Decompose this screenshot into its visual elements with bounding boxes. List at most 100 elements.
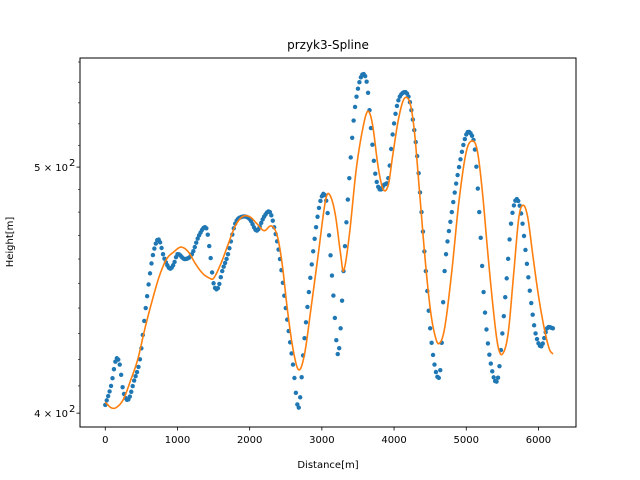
data-point: [488, 361, 494, 366]
data-point: [534, 336, 540, 342]
data-point: [338, 326, 343, 331]
data-point: [289, 351, 294, 356]
data-point: [313, 224, 319, 230]
data-point: [523, 247, 528, 253]
data-point: [192, 244, 197, 250]
data-point: [172, 259, 177, 265]
data-point: [160, 252, 166, 257]
data-point: [481, 289, 486, 295]
x-tick-label: 2000: [237, 435, 262, 446]
data-point: [494, 379, 499, 384]
data-point: [438, 367, 443, 373]
data-point: [318, 198, 323, 204]
data-point: [388, 146, 394, 152]
data-point: [427, 326, 433, 331]
data-point: [475, 186, 481, 191]
x-tick-label: 5000: [454, 435, 479, 446]
data-point: [221, 264, 226, 269]
data-point: [357, 80, 362, 85]
data-point: [194, 240, 199, 245]
data-point: [500, 331, 505, 336]
data-point: [131, 378, 137, 383]
data-point: [336, 345, 342, 351]
data-point: [218, 275, 223, 280]
spline-line: [104, 96, 554, 410]
data-point: [207, 243, 212, 249]
data-point: [430, 352, 436, 358]
data-point: [326, 233, 332, 238]
data-point: [487, 352, 492, 357]
data-point: [146, 282, 151, 287]
data-point: [116, 357, 121, 362]
data-point: [111, 367, 117, 372]
data-point: [351, 118, 356, 123]
data-point: [484, 327, 489, 332]
data-point: [309, 262, 314, 267]
data-point: [505, 256, 511, 262]
data-point: [120, 384, 125, 390]
data-point: [191, 248, 196, 254]
data-point: [107, 389, 112, 394]
data-point: [452, 190, 457, 195]
data-point: [365, 90, 371, 96]
data-point: [143, 305, 148, 311]
data-point: [303, 320, 309, 325]
data-point: [130, 383, 135, 389]
data-point: [332, 315, 338, 321]
data-point: [311, 249, 316, 254]
data-point: [290, 362, 296, 367]
data-point: [225, 252, 231, 257]
data-point: [391, 121, 397, 126]
data-point: [370, 142, 375, 147]
data-point: [530, 312, 535, 317]
x-tick-label: 4000: [381, 435, 406, 446]
data-point: [354, 94, 359, 99]
data-point: [501, 313, 506, 319]
data-point: [339, 298, 345, 303]
data-point: [220, 268, 225, 274]
data-point: [312, 236, 317, 242]
data-point: [448, 219, 453, 224]
data-point: [144, 293, 150, 299]
data-point: [433, 369, 439, 375]
data-point: [449, 209, 455, 215]
data-point: [270, 218, 275, 223]
data-point: [334, 338, 339, 343]
data-point: [440, 300, 446, 305]
data-point: [374, 179, 379, 185]
data-point: [461, 142, 466, 148]
data-point: [292, 375, 297, 381]
data-point: [315, 214, 320, 219]
data-point: [159, 245, 164, 251]
data-point: [302, 336, 307, 341]
data-point: [474, 164, 479, 169]
data-point: [118, 372, 124, 378]
data-point: [134, 369, 140, 375]
data-point: [269, 213, 274, 218]
data-point: [368, 125, 374, 131]
data-point: [308, 275, 313, 281]
data-point: [550, 326, 556, 331]
data-point: [393, 111, 398, 116]
data-point: [394, 103, 400, 109]
data-point: [217, 281, 222, 287]
data-point: [208, 255, 213, 261]
data-point: [347, 175, 352, 181]
data-point: [456, 164, 462, 170]
data-point: [531, 323, 537, 328]
data-point: [445, 239, 450, 244]
x-tick-label: 0: [102, 435, 108, 446]
data-point: [136, 364, 141, 370]
y-axis: 4 × 10 25 × 10 2: [34, 61, 80, 420]
x-tick-label: 1000: [165, 435, 190, 446]
data-point: [104, 398, 109, 403]
data-point: [153, 241, 159, 246]
data-point: [516, 198, 521, 204]
data-point: [127, 394, 133, 399]
y-tick-label: 5 × 10: [34, 163, 68, 174]
data-point: [345, 197, 351, 202]
data-point: [429, 340, 434, 346]
data-point: [529, 300, 534, 306]
data-point: [325, 210, 330, 216]
data-point: [133, 373, 138, 379]
